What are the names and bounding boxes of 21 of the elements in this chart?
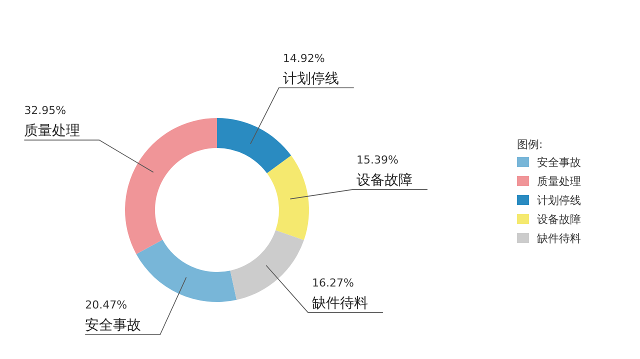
data-label: 16.27% xyxy=(312,276,354,290)
legend-label: 设备故障 xyxy=(537,213,581,226)
data-label: 15.39% xyxy=(356,154,398,167)
legend-label: 安全事故 xyxy=(537,156,581,169)
slice-label: 设备故障 xyxy=(356,172,412,189)
slice-label: 计划停线 xyxy=(282,70,339,87)
legend-label: 计划停线 xyxy=(537,194,581,207)
donut-slice xyxy=(230,230,304,300)
data-label: 14.92% xyxy=(282,52,325,65)
data-label: 20.47% xyxy=(85,298,128,312)
legend-label: 质量处理 xyxy=(537,175,581,188)
legend-title: 图例: xyxy=(517,138,543,151)
donut-slice xyxy=(217,118,292,174)
legend-label: 缺件待料 xyxy=(537,232,581,245)
donut-slice xyxy=(266,156,309,240)
slice-label: 安全事故 xyxy=(85,318,142,334)
donut-slice xyxy=(125,118,217,254)
data-label: 32.95% xyxy=(24,104,66,118)
slice-label: 缺件待料 xyxy=(312,295,368,312)
donut-slice xyxy=(136,240,237,302)
slice-label: 质量处理 xyxy=(24,123,80,140)
